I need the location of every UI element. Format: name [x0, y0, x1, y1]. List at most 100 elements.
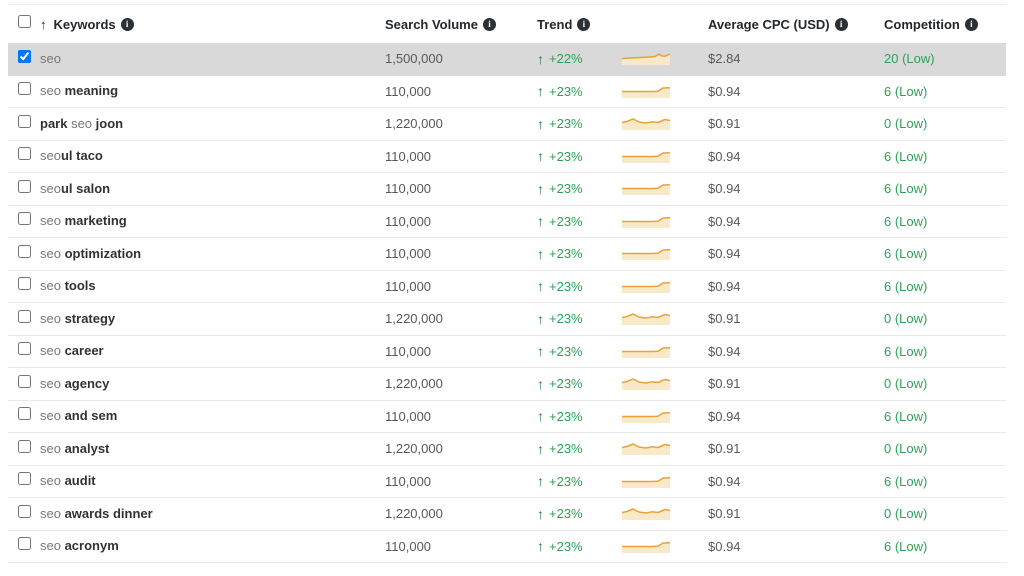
- row-checkbox-cell: [8, 407, 40, 425]
- keyword-part-bold: meaning: [60, 83, 119, 99]
- keyword-part-bold: awards dinner: [60, 505, 153, 521]
- competition-value: 0 (Low): [884, 116, 928, 132]
- row-checkbox-cell: [8, 504, 40, 523]
- avg-cpc-column-header[interactable]: Average CPC (USD) i: [708, 17, 884, 32]
- keyword-part-match: seo: [40, 245, 61, 261]
- trend-cell: ↑ +23%: [537, 246, 622, 262]
- row-checkbox[interactable]: [18, 277, 31, 291]
- row-checkbox[interactable]: [18, 309, 31, 323]
- sort-asc-icon[interactable]: ↑: [40, 16, 47, 32]
- search-volume-column-header[interactable]: Search Volume i: [385, 17, 537, 32]
- row-checkbox[interactable]: [18, 374, 31, 388]
- trend-sparkline: [622, 474, 708, 489]
- trend-sparkline: [622, 149, 708, 164]
- trend-column-header[interactable]: Trend i: [537, 17, 622, 32]
- trend-value: +23%: [549, 213, 583, 229]
- table-row[interactable]: seo agency 1,220,000 ↑ +23% $0.91 0 (Low…: [8, 368, 1006, 401]
- trend-up-icon: ↑: [537, 440, 544, 457]
- row-checkbox[interactable]: [18, 342, 31, 356]
- trend-sparkline: [622, 214, 708, 229]
- avg-cpc-value: $0.94: [708, 473, 741, 489]
- trend-sparkline: [622, 344, 708, 359]
- avg-cpc-value: $0.94: [708, 213, 741, 229]
- table-row[interactable]: seo 1,500,000 ↑ +22% $2.84 20 (Low): [8, 43, 1006, 76]
- row-checkbox-cell: [8, 82, 40, 100]
- keyword-part-bold: marketing: [60, 213, 127, 229]
- row-checkbox-cell: [8, 472, 40, 490]
- table-row[interactable]: seo tools 110,000 ↑ +23% $0.94 6 (Low): [8, 270, 1006, 303]
- avg-cpc-value: $2.84: [708, 51, 741, 67]
- keyword-part-bold: acronym: [60, 538, 119, 554]
- competition-value: 6 (Low): [884, 246, 928, 262]
- table-row[interactable]: seo awards dinner 1,220,000 ↑ +23% $0.91…: [8, 498, 1006, 531]
- keyword-part-match: seo: [40, 440, 61, 456]
- trend-value: +23%: [549, 83, 583, 99]
- trend-up-icon: ↑: [537, 278, 544, 295]
- row-checkbox[interactable]: [18, 504, 31, 518]
- avg-cpc-header-label: Average CPC (USD): [708, 16, 830, 32]
- table-row[interactable]: seo optimization 110,000 ↑ +23% $0.94 6 …: [8, 238, 1006, 271]
- table-row[interactable]: seoul taco 110,000 ↑ +23% $0.94 6 (Low): [8, 140, 1006, 173]
- select-all-checkbox[interactable]: [18, 15, 31, 28]
- keyword-part-bold: and sem: [60, 408, 118, 424]
- search-volume-value: 110,000: [385, 538, 432, 554]
- trend-info-icon[interactable]: i: [577, 17, 591, 31]
- avg-cpc-value: $0.94: [708, 246, 741, 262]
- row-checkbox[interactable]: [18, 212, 31, 226]
- table-row[interactable]: seo strategy 1,220,000 ↑ +23% $0.91 0 (L…: [8, 303, 1006, 336]
- row-checkbox[interactable]: [18, 244, 31, 258]
- trend-cell: ↑ +23%: [537, 408, 622, 424]
- avg-cpc-value: $0.91: [708, 376, 741, 392]
- keyword-part-match: seo: [40, 148, 61, 164]
- search-volume-value: 1,220,000: [385, 376, 443, 392]
- row-checkbox[interactable]: [18, 407, 31, 421]
- avg-cpc-value: $0.91: [708, 311, 741, 327]
- keyword-text: seo tools: [40, 277, 385, 295]
- trend-value: +23%: [549, 506, 583, 522]
- table-row[interactable]: seo analyst 1,220,000 ↑ +23% $0.91 0 (Lo…: [8, 433, 1006, 466]
- row-checkbox[interactable]: [18, 49, 31, 63]
- keyword-part-bold: tools: [60, 278, 96, 294]
- avg-cpc-info-icon[interactable]: i: [834, 17, 848, 31]
- keywords-column-header[interactable]: ↑ Keywords i: [40, 17, 385, 32]
- competition-info-icon[interactable]: i: [964, 17, 978, 31]
- competition-column-header[interactable]: Competition i: [884, 17, 1006, 32]
- header-checkbox-cell: [8, 15, 40, 33]
- keyword-part-match: seo: [40, 538, 61, 554]
- row-checkbox-cell: [8, 537, 40, 555]
- table-row[interactable]: seo marketing 110,000 ↑ +23% $0.94 6 (Lo…: [8, 205, 1006, 238]
- trend-up-icon: ↑: [537, 83, 544, 100]
- keyword-part-match: seo: [40, 505, 61, 521]
- keyword-part-bold: strategy: [60, 310, 116, 326]
- row-checkbox[interactable]: [18, 472, 31, 486]
- keyword-text: seo meaning: [40, 82, 385, 100]
- table-row[interactable]: seo audit 110,000 ↑ +23% $0.94 6 (Low): [8, 465, 1006, 498]
- row-checkbox[interactable]: [18, 147, 31, 161]
- table-row[interactable]: seoul salon 110,000 ↑ +23% $0.94 6 (Low): [8, 173, 1006, 206]
- trend-value: +23%: [549, 473, 583, 489]
- trend-up-icon: ↑: [537, 213, 544, 230]
- keywords-info-icon[interactable]: i: [120, 17, 134, 31]
- trend-cell: ↑ +23%: [537, 213, 622, 229]
- keyword-part-match: seo: [40, 213, 61, 229]
- table-row[interactable]: seo and sem 110,000 ↑ +23% $0.94 6 (Low): [8, 400, 1006, 433]
- table-row[interactable]: seo career 110,000 ↑ +23% $0.94 6 (Low): [8, 335, 1006, 368]
- search-volume-info-icon[interactable]: i: [482, 17, 496, 31]
- row-checkbox[interactable]: [18, 439, 31, 453]
- row-checkbox[interactable]: [18, 82, 31, 96]
- trend-value: +23%: [549, 246, 583, 262]
- table-row[interactable]: seo acronym 110,000 ↑ +23% $0.94 6 (Low): [8, 530, 1006, 563]
- table-row[interactable]: seo meaning 110,000 ↑ +23% $0.94 6 (Low): [8, 75, 1006, 108]
- avg-cpc-value: $0.91: [708, 506, 741, 522]
- trend-cell: ↑ +23%: [537, 116, 622, 132]
- row-checkbox[interactable]: [18, 114, 31, 128]
- keyword-part-match: seo: [40, 278, 61, 294]
- keyword-part-bold: ul salon: [60, 180, 111, 196]
- keyword-text: seo marketing: [40, 212, 385, 230]
- row-checkbox[interactable]: [18, 537, 31, 551]
- row-checkbox[interactable]: [18, 179, 31, 193]
- trend-up-icon: ↑: [537, 115, 544, 132]
- search-volume-value: 1,220,000: [385, 311, 443, 327]
- trend-cell: ↑ +23%: [537, 181, 622, 197]
- table-row[interactable]: park seo joon 1,220,000 ↑ +23% $0.91 0 (…: [8, 108, 1006, 141]
